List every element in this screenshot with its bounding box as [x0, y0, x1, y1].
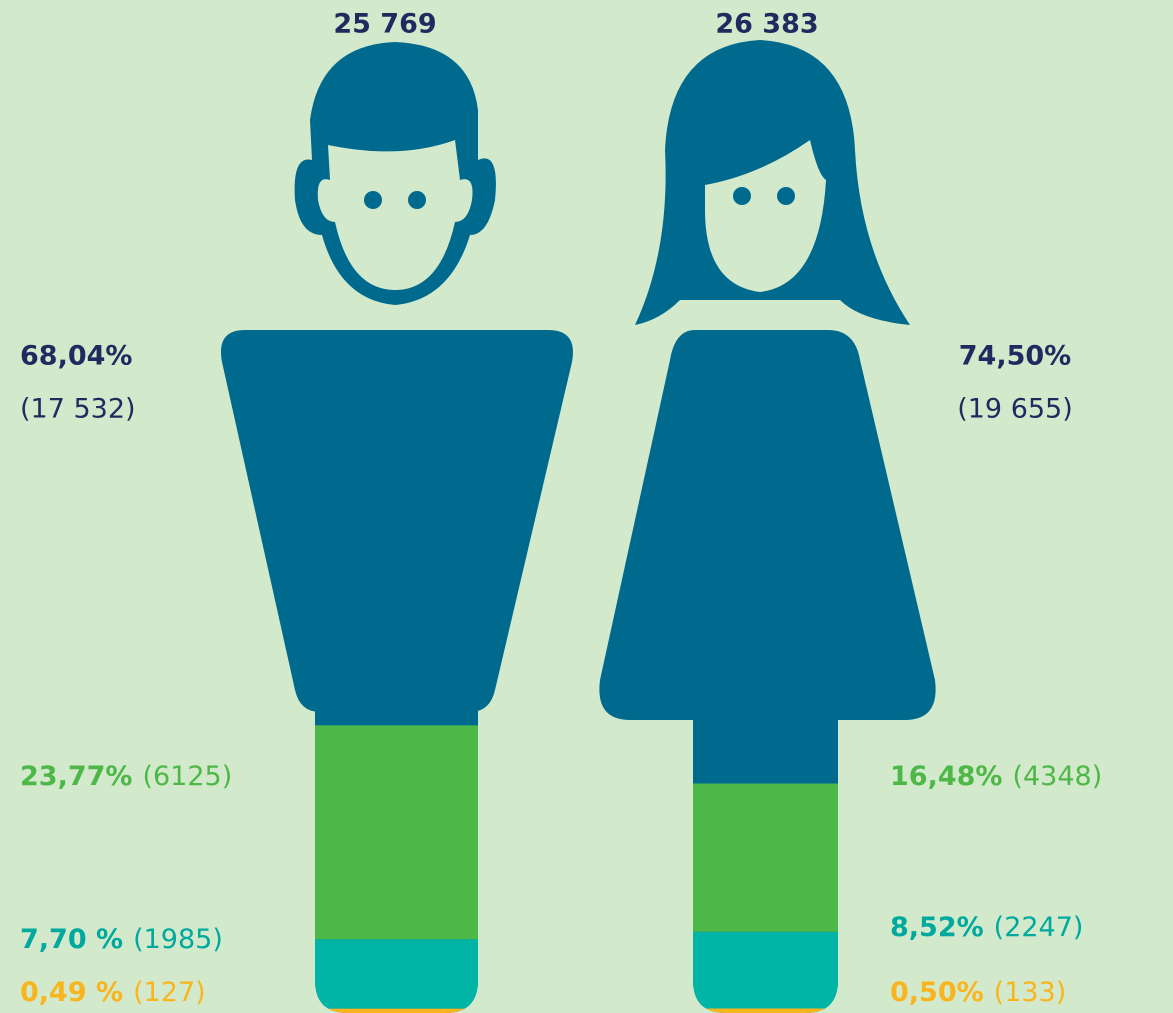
eye [733, 187, 751, 205]
eye [364, 191, 382, 209]
count-label: (133) [994, 977, 1067, 1008]
segment-label: 0,50% (133) [890, 977, 1066, 1008]
segment [693, 784, 838, 932]
count-label: (19 655) [957, 394, 1073, 425]
percent-label: 68,04% [20, 341, 132, 372]
eye [408, 191, 426, 209]
total: 26 383 [715, 9, 818, 40]
background [0, 0, 1173, 1013]
segment [315, 725, 478, 939]
segment-label: 16,48% (4348) [890, 761, 1102, 792]
segment-label: 7,70 % (1985) [20, 924, 223, 955]
count-label: (6125) [142, 761, 232, 792]
segment [315, 1009, 478, 1013]
legs [315, 700, 478, 1013]
total: 25 769 [333, 9, 436, 40]
segment-label: 0,49 % (127) [20, 977, 206, 1008]
segment-label: 23,77% (6125) [20, 761, 232, 792]
count-label: (127) [133, 977, 206, 1008]
percent-label: 16,48% [890, 761, 1002, 792]
segment [693, 932, 838, 1009]
count-label: (2247) [994, 912, 1084, 943]
eye [777, 187, 795, 205]
count-label: (1985) [133, 924, 223, 955]
count-label: (4348) [1012, 761, 1102, 792]
legs [693, 700, 838, 1013]
percent-label: 0,50% [890, 977, 984, 1008]
count-label: (17 532) [20, 394, 136, 425]
percent-label: 0,49 % [20, 977, 123, 1008]
infographic: 25 769 26 383 68,04% (17 532) 23,77% (6125)… [0, 0, 1173, 1013]
percent-label: 8,52% [890, 912, 984, 943]
segment [315, 939, 478, 1008]
percent-label: 74,50% [959, 341, 1071, 372]
percent-label: 7,70 % [20, 924, 123, 955]
percent-label: 23,77% [20, 761, 132, 792]
